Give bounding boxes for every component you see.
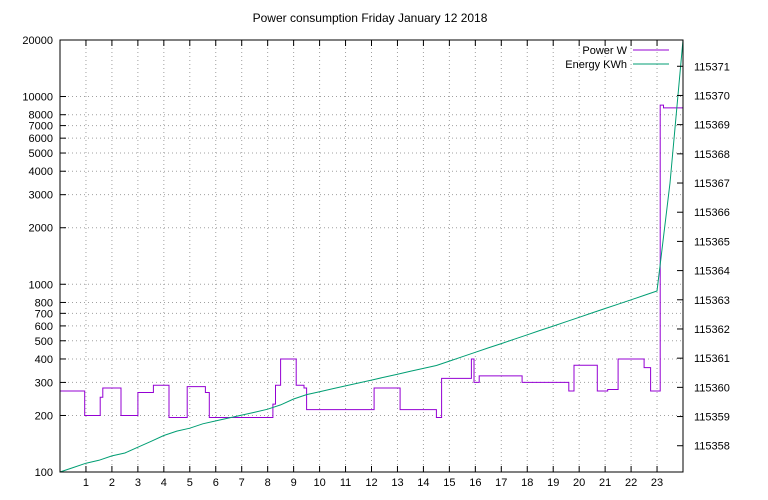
legend-label: Power W <box>582 45 627 57</box>
y-left-tick-label: 600 <box>35 321 53 333</box>
y-right-tick-label: 115368 <box>694 149 730 161</box>
y-left-tick-label: 10000 <box>22 92 53 104</box>
y-left-tick-label: 400 <box>35 354 53 366</box>
x-tick-label: 3 <box>135 477 141 489</box>
x-tick-label: 2 <box>109 477 115 489</box>
y-left-tick-label: 2000 <box>29 223 53 235</box>
x-tick-label: 15 <box>443 477 455 489</box>
y-right-tick-label: 115362 <box>694 324 730 336</box>
y-right-tick-label: 115365 <box>694 236 730 248</box>
y-left-tick-label: 300 <box>35 377 53 389</box>
axis-ticks: 1 2 3 4 5 6 7 8 9 10 11 12 13 14 15 16 17 18 19 20 21 22 23100… <box>22 35 729 489</box>
y-left-tick-label: 200 <box>35 410 53 422</box>
x-tick-label: 23 <box>651 477 663 489</box>
y-left-tick-label: 4000 <box>29 166 53 178</box>
y-left-tick-label: 8000 <box>29 110 53 122</box>
x-tick-label: 20 <box>573 477 585 489</box>
x-tick-label: 18 <box>521 477 533 489</box>
y-right-tick-label: 115359 <box>694 412 730 424</box>
x-tick-label: 8 <box>265 477 271 489</box>
x-tick-label: 13 <box>391 477 403 489</box>
y-right-tick-label: 115366 <box>694 207 730 219</box>
x-tick-label: 19 <box>547 477 559 489</box>
y-left-tick-label: 3000 <box>29 190 53 202</box>
x-tick-label: 9 <box>291 477 297 489</box>
y-left-tick-label: 6000 <box>29 133 53 145</box>
x-tick-label: 7 <box>239 477 245 489</box>
y-left-tick-label: 500 <box>35 336 53 348</box>
y-left-tick-label: 1000 <box>29 279 53 291</box>
y-left-tick-label: 7000 <box>29 121 53 133</box>
y-right-tick-label: 115369 <box>694 120 730 132</box>
x-tick-label: 10 <box>313 477 325 489</box>
x-tick-label: 14 <box>417 477 429 489</box>
x-tick-label: 16 <box>469 477 481 489</box>
y-left-tick-label: 100 <box>35 467 53 479</box>
x-tick-label: 5 <box>187 477 193 489</box>
y-right-tick-label: 115360 <box>694 382 730 394</box>
y-right-tick-label: 115358 <box>694 441 730 453</box>
y-right-tick-label: 115367 <box>694 178 730 190</box>
y-left-tick-label: 800 <box>35 297 53 309</box>
y-left-tick-label: 5000 <box>29 148 53 160</box>
x-tick-label: 12 <box>365 477 377 489</box>
y-right-tick-label: 115371 <box>694 61 730 73</box>
energy-kwh-line <box>59 39 684 473</box>
y-right-tick-label: 115363 <box>694 295 730 307</box>
y-right-tick-label: 115364 <box>694 266 730 278</box>
series-layer <box>59 39 684 473</box>
y-left-tick-label: 700 <box>35 308 53 320</box>
y-right-tick-label: 115361 <box>694 353 730 365</box>
power-w-line <box>60 104 683 418</box>
grid-lines <box>60 39 683 473</box>
x-tick-label: 4 <box>161 477 167 489</box>
legend-label: Energy KWh <box>565 59 627 71</box>
chart-title: Power consumption Friday January 12 2018 <box>253 11 488 25</box>
legend: Power W Energy KWh <box>565 45 669 71</box>
y-right-tick-label: 115370 <box>694 90 730 102</box>
x-tick-label: 11 <box>340 477 351 489</box>
y-left-tick-label: 20000 <box>22 35 53 47</box>
x-tick-label: 17 <box>495 477 507 489</box>
x-tick-label: 6 <box>213 477 219 489</box>
x-tick-label: 21 <box>599 477 611 489</box>
x-tick-label: 1 <box>83 477 89 489</box>
x-tick-label: 22 <box>625 477 637 489</box>
